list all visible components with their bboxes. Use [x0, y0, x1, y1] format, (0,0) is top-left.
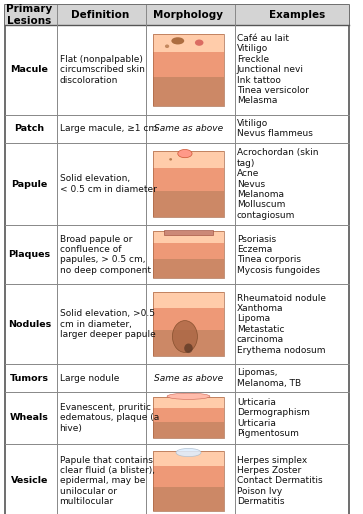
Ellipse shape	[195, 40, 204, 46]
Bar	[5, 5, 348, 25]
Text: Psoriasis
Eczema
Tinea corporis
Mycosis fungoides: Psoriasis Eczema Tinea corporis Mycosis …	[237, 234, 320, 275]
Text: Morphology: Morphology	[154, 10, 224, 20]
Ellipse shape	[172, 321, 197, 353]
Bar	[153, 77, 224, 106]
Text: Evanescent, pruritic
edematous, plaque (a
hive): Evanescent, pruritic edematous, plaque (…	[60, 403, 159, 433]
Text: Large macule, ≥1 cm: Large macule, ≥1 cm	[60, 124, 157, 133]
Text: Solid elevation, >0.5
cm in diameter,
larger deeper papule: Solid elevation, >0.5 cm in diameter, la…	[60, 309, 155, 339]
Text: Herpes simplex
Herpes Zoster
Contact Dermatitis
Poison Ivy
Dermatitis: Herpes simplex Herpes Zoster Contact Der…	[237, 455, 322, 506]
Bar	[153, 34, 224, 52]
Bar	[153, 151, 224, 168]
Text: Definition: Definition	[71, 10, 129, 20]
Bar	[153, 487, 224, 511]
Bar	[153, 397, 224, 438]
Text: Papule: Papule	[11, 179, 48, 189]
Text: Café au lait
Vitiligo
Freckle
Junctional nevi
Ink tattoo
Tinea versicolor
Melasm: Café au lait Vitiligo Freckle Junctional…	[237, 34, 309, 105]
Text: Tumors: Tumors	[10, 374, 49, 382]
Text: Vesicle: Vesicle	[11, 476, 48, 485]
Text: Acrochordan (skin
tag)
Acne
Nevus
Melanoma
Molluscum
contagiosum: Acrochordan (skin tag) Acne Nevus Melano…	[237, 149, 318, 219]
Bar	[153, 231, 224, 243]
Text: Wheals: Wheals	[10, 413, 49, 423]
Bar	[153, 422, 224, 438]
Text: Large nodule: Large nodule	[60, 374, 119, 382]
Text: Lipomas,
Melanoma, TB: Lipomas, Melanoma, TB	[237, 369, 301, 388]
Text: Flat (nonpalpable)
circumscribed skin
discoloration: Flat (nonpalpable) circumscribed skin di…	[60, 55, 144, 84]
Bar	[153, 168, 224, 191]
Text: Papule that contains
clear fluid (a blister),
epidermal, may be
unilocular or
mu: Papule that contains clear fluid (a blis…	[60, 455, 155, 506]
Text: Primary
Lesions: Primary Lesions	[6, 4, 53, 26]
Bar	[163, 230, 213, 234]
Text: Rheumatoid nodule
Xanthoma
Lipoma
Metastatic
carcinoma
Erythema nodosum: Rheumatoid nodule Xanthoma Lipoma Metast…	[237, 293, 326, 355]
Bar	[153, 451, 224, 466]
Text: Examples: Examples	[269, 10, 325, 20]
Text: Same as above: Same as above	[154, 124, 223, 133]
Bar	[153, 231, 224, 279]
Ellipse shape	[169, 158, 172, 160]
Text: Broad papule or
confluence of
papules, > 0.5 cm,
no deep component: Broad papule or confluence of papules, >…	[60, 234, 151, 275]
Bar	[153, 451, 224, 511]
Bar	[153, 260, 224, 279]
Text: Solid elevation,
< 0.5 cm in diameter: Solid elevation, < 0.5 cm in diameter	[60, 174, 156, 194]
Bar	[153, 34, 224, 106]
Ellipse shape	[184, 343, 193, 353]
Text: Urticaria
Dermographism
Urticaria
Pigmentosum: Urticaria Dermographism Urticaria Pigmen…	[237, 398, 310, 438]
Text: Same as above: Same as above	[154, 374, 223, 382]
Bar	[153, 408, 224, 422]
Bar	[153, 243, 224, 260]
Bar	[153, 308, 224, 331]
Text: Nodules: Nodules	[8, 320, 51, 328]
Text: Vitiligo
Nevus flammeus: Vitiligo Nevus flammeus	[237, 119, 313, 138]
Ellipse shape	[167, 393, 210, 399]
Text: Patch: Patch	[14, 124, 44, 133]
Bar	[153, 191, 224, 217]
Text: Macule: Macule	[11, 65, 48, 74]
Ellipse shape	[165, 45, 169, 48]
Bar	[153, 397, 224, 408]
Bar	[153, 331, 224, 356]
Text: Plaques: Plaques	[8, 250, 50, 259]
Bar	[153, 51, 224, 77]
Bar	[153, 292, 224, 356]
Bar	[153, 466, 224, 487]
Bar	[153, 292, 224, 308]
Ellipse shape	[171, 37, 184, 45]
Bar	[153, 151, 224, 217]
Ellipse shape	[178, 150, 192, 158]
Ellipse shape	[176, 448, 201, 456]
